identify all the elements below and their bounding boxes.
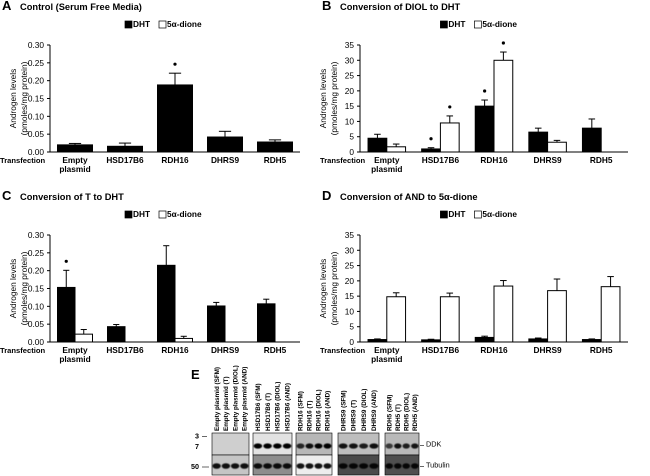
svg-text:E: E	[191, 367, 200, 382]
svg-text:RDH5 (AND): RDH5 (AND)	[412, 394, 419, 431]
svg-text:DHRS9 (T): DHRS9 (T)	[351, 400, 358, 431]
svg-text:RDH5 (SFM): RDH5 (SFM)	[386, 395, 393, 431]
svg-text:Empty plasmid (DIOL): Empty plasmid (DIOL)	[232, 365, 239, 431]
svg-text:DHRS9 (SFM): DHRS9 (SFM)	[340, 390, 347, 431]
svg-text:Empty plasmid (SFM): Empty plasmid (SFM)	[214, 367, 221, 431]
svg-text:Empty plasmid (AND): Empty plasmid (AND)	[242, 367, 249, 431]
svg-text:HSD17B6 (T): HSD17B6 (T)	[265, 393, 272, 431]
svg-text:DHRS9 (DIOL): DHRS9 (DIOL)	[361, 389, 368, 431]
svg-text:RDH16 (SFM): RDH16 (SFM)	[298, 391, 305, 431]
svg-text:RDH5 (DIOL): RDH5 (DIOL)	[403, 393, 410, 431]
svg-text:HSD17B6 (SFM): HSD17B6 (SFM)	[255, 383, 262, 431]
svg-text:RDH16 (AND): RDH16 (AND)	[325, 391, 332, 431]
svg-text:HSD17B6 (AND): HSD17B6 (AND)	[284, 383, 291, 431]
svg-text:DHRS9 (AND): DHRS9 (AND)	[371, 390, 378, 431]
svg-text:50: 50	[191, 462, 199, 471]
svg-text:RDH16 (T): RDH16 (T)	[307, 401, 314, 431]
svg-text:DDK: DDK	[426, 440, 442, 449]
svg-text:HSD17B6 (DIOL): HSD17B6 (DIOL)	[275, 382, 282, 431]
svg-text:7: 7	[195, 442, 199, 451]
svg-text:3: 3	[195, 432, 199, 441]
svg-text:RDH16 (DIOL): RDH16 (DIOL)	[316, 389, 323, 431]
svg-text:Tubulin: Tubulin	[426, 461, 450, 470]
svg-text:Empty plasmid (T): Empty plasmid (T)	[223, 376, 230, 431]
svg-text:RDH5 (T): RDH5 (T)	[395, 404, 402, 431]
